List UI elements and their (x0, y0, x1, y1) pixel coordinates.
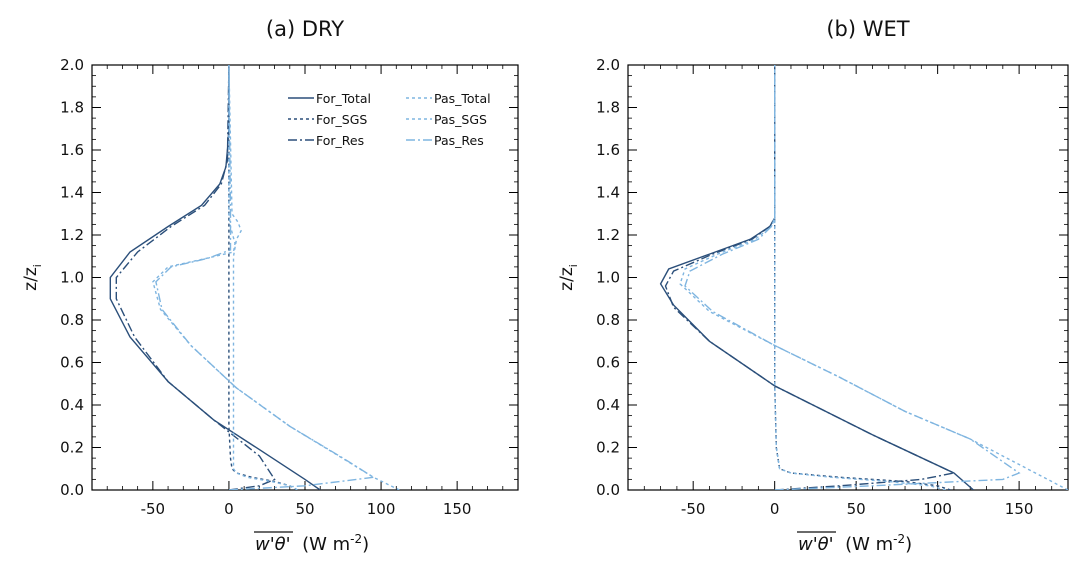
x-axis-unit-exponent: -2 (893, 532, 905, 546)
y-tick-label: 1.8 (596, 99, 620, 117)
x-tick-label: 0 (770, 500, 780, 518)
x-tick-label: 50 (847, 500, 866, 518)
y-tick-label: 0.0 (60, 481, 84, 499)
series-line-for-total (659, 65, 974, 490)
x-axis-unit: (W m (845, 534, 893, 555)
y-axis-label: z/zi (21, 264, 44, 291)
x-axis-label-main: w'θ' (798, 534, 834, 555)
y-axis-label-sub: i (31, 264, 44, 267)
x-tick-label: 150 (1005, 500, 1034, 518)
x-tick-label: 150 (443, 500, 472, 518)
y-tick-label: 0.6 (596, 354, 620, 372)
x-axis-unit: (W m (302, 534, 350, 555)
plot-frame (627, 64, 1069, 491)
y-axis-label-main: z/z (21, 267, 41, 291)
series-line-for-sgs (228, 65, 298, 490)
series-line-pas-sgs (774, 65, 946, 490)
y-tick-label: 0.0 (596, 481, 620, 499)
y-tick-label: 0.6 (60, 354, 84, 372)
series-line-pas-res (684, 65, 1021, 490)
x-axis-label: w'θ' (W m-2) (255, 532, 369, 555)
y-tick-label: 1.8 (60, 99, 84, 117)
series-group (109, 65, 400, 490)
x-axis-label: w'θ' (W m-2) (798, 532, 912, 555)
series-line-pas-sgs (228, 65, 298, 490)
y-tick-label: 2.0 (60, 56, 84, 74)
y-tick-label: 1.2 (596, 226, 620, 244)
panel-dry: (a) DRY 0.0 0.2 0.4 0.6 0.8 1.0 1.2 1.4 1.6 1.8 2.0… (21, 17, 519, 555)
chart-title: (b) WET (826, 17, 909, 41)
x-axis-unit-close: ) (905, 534, 912, 555)
x-tick-label: 100 (923, 500, 952, 518)
legend-label: Pas_Total (434, 91, 491, 106)
legend-label: Pas_SGS (434, 112, 487, 127)
legend-label: Pas_Res (434, 133, 484, 148)
y-tick-label: 1.4 (60, 184, 84, 202)
series-line-pas-res (155, 65, 376, 490)
x-tick-label: 0 (224, 500, 234, 518)
series-line-for-res (115, 65, 276, 490)
y-tick-label: 0.4 (60, 396, 84, 414)
y-tick-label: 0.8 (596, 311, 620, 329)
x-axis-label-main: w'θ' (255, 534, 291, 555)
y-axis-label-main: z/z (557, 267, 577, 291)
plot-frame (91, 64, 519, 491)
panel-wet: (b) WET 0.0 0.2 0.4 0.6 0.8 1.0 1.2 1.4 1.6 1.8 2.0… (557, 17, 1069, 555)
y-tick-label: 0.8 (60, 311, 84, 329)
series-line-pas-total (152, 65, 400, 490)
y-tick-label: 1.0 (596, 269, 620, 287)
series-line-pas-total (679, 65, 1068, 490)
y-tick-label: 0.4 (596, 396, 620, 414)
y-tick-label: 1.6 (60, 141, 84, 159)
y-axis-label-sub: i (567, 264, 580, 267)
x-tick-label: 100 (367, 500, 396, 518)
y-tick-label: 1.2 (60, 226, 84, 244)
chart-title: (a) DRY (266, 17, 344, 41)
y-tick-label: 2.0 (596, 56, 620, 74)
y-tick-label: 1.0 (60, 269, 84, 287)
x-axis-label-gap (291, 534, 302, 555)
y-tick-label: 0.2 (596, 439, 620, 457)
legend-label: For_Res (316, 133, 364, 148)
legend-label: For_Total (316, 91, 371, 106)
series-group (659, 65, 1068, 490)
legend-label: For_SGS (316, 112, 367, 127)
series-line-for-res (664, 65, 957, 490)
y-tick-label: 1.6 (596, 141, 620, 159)
series-line-for-total (109, 65, 321, 490)
y-axis-label: z/zi (557, 264, 580, 291)
series-line-for-sgs (774, 65, 951, 490)
x-axis-unit-close: ) (362, 534, 369, 555)
x-axis-label-gap (834, 534, 845, 555)
y-tick-label: 1.4 (596, 184, 620, 202)
x-tick-label: 50 (295, 500, 314, 518)
x-tick-label: -50 (141, 500, 166, 518)
x-axis-unit-exponent: -2 (350, 532, 362, 546)
y-tick-label: 0.2 (60, 439, 84, 457)
x-tick-label: -50 (681, 500, 706, 518)
